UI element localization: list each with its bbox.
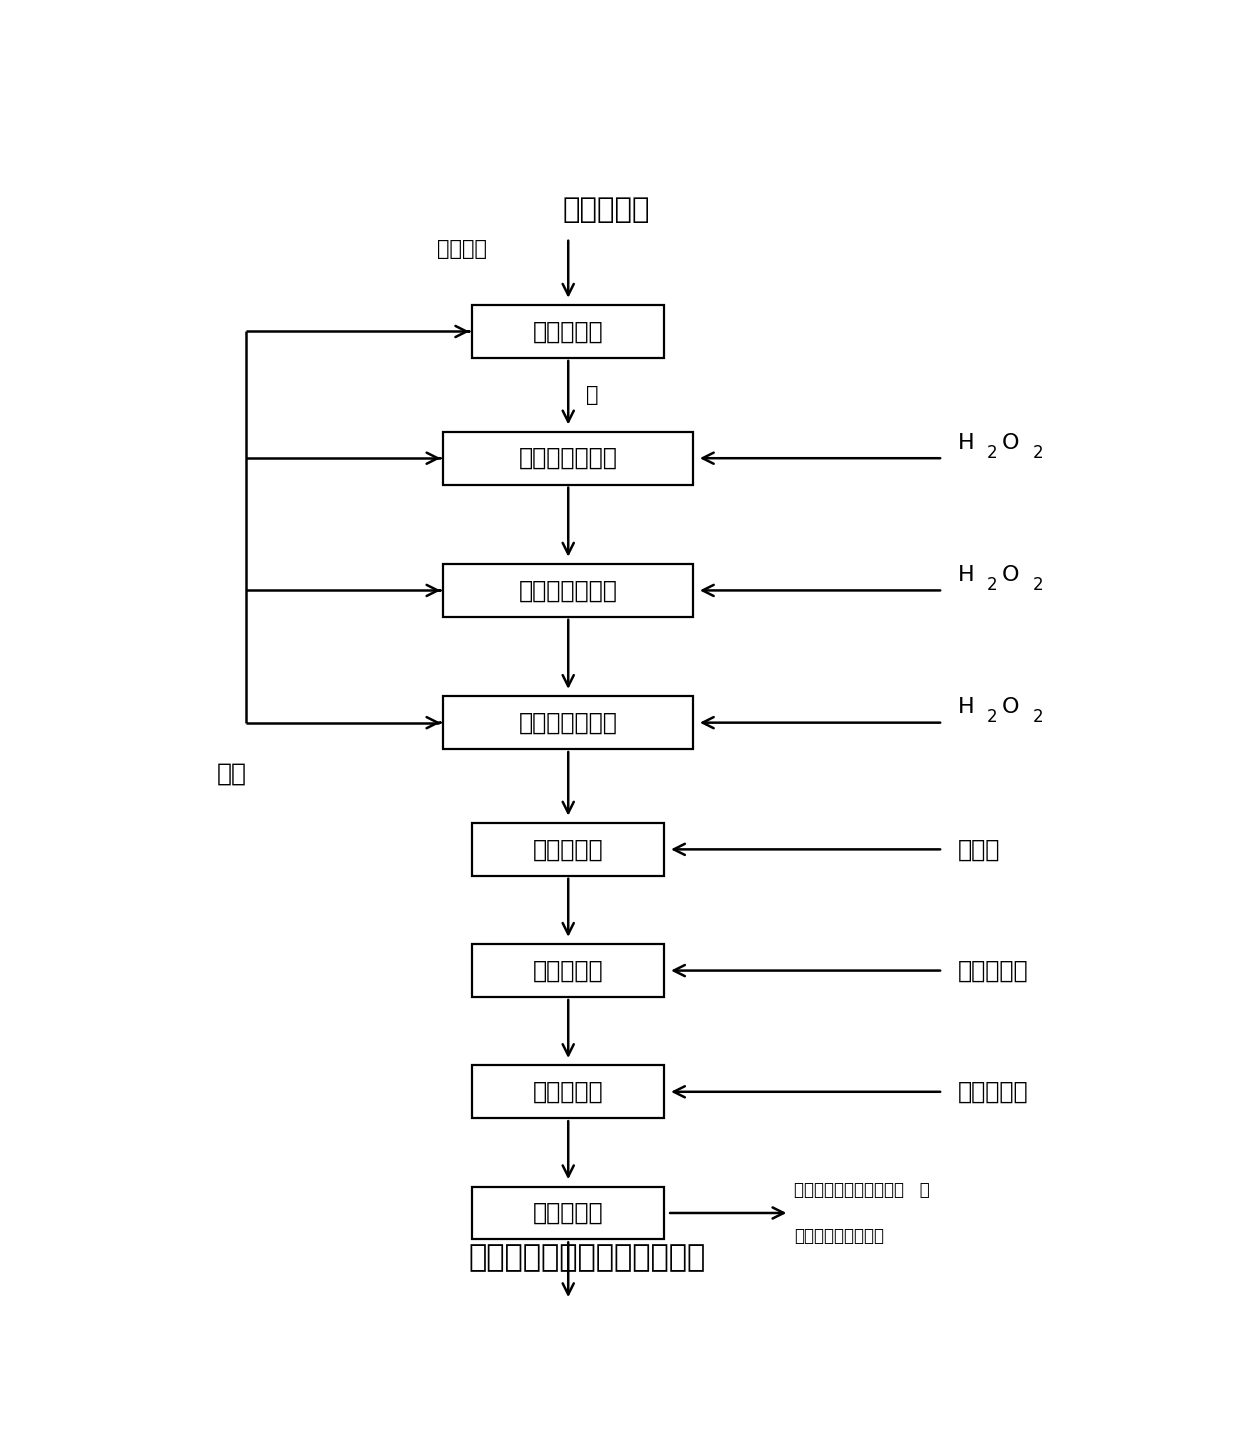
Text: H: H: [957, 565, 975, 585]
Bar: [472, 305, 665, 358]
Text: 2: 2: [986, 575, 997, 594]
Text: H: H: [957, 432, 975, 452]
Text: 三级催化氧化塔: 三级催化氧化塔: [518, 711, 618, 734]
Text: 石灰乳: 石灰乳: [957, 837, 999, 861]
Text: 聚合氯化铝: 聚合氯化铝: [957, 959, 1028, 983]
Bar: [444, 564, 693, 617]
Text: 二级反应池: 二级反应池: [533, 959, 604, 983]
Text: 二级催化氧化塔: 二级催化氧化塔: [518, 578, 618, 602]
Text: 2: 2: [986, 708, 997, 726]
Text: 聚丙烯酰胺: 聚丙烯酰胺: [957, 1080, 1028, 1103]
Text: 调节收集池: 调节收集池: [533, 319, 604, 343]
Bar: [444, 697, 693, 748]
Text: 泵抽出进入干化系统: 泵抽出进入干化系统: [794, 1228, 884, 1245]
Text: 自流进入: 自流进入: [436, 239, 486, 259]
Text: O: O: [1002, 565, 1019, 585]
Text: 污泥由浓密机刮入池斗，   由: 污泥由浓密机刮入池斗， 由: [794, 1181, 930, 1199]
Bar: [472, 944, 665, 997]
Text: O: O: [1002, 697, 1019, 717]
Text: 2: 2: [1033, 575, 1043, 594]
Text: O: O: [1002, 432, 1019, 452]
Text: 风机: 风机: [217, 761, 247, 786]
Text: H: H: [957, 697, 975, 717]
Bar: [472, 1065, 665, 1118]
Text: 进入现有污水处理站的调节池: 进入现有污水处理站的调节池: [469, 1242, 706, 1272]
Text: 浓密沉淀池: 浓密沉淀池: [533, 1201, 604, 1225]
Text: 泵: 泵: [585, 385, 598, 405]
Text: 一级催化氧化塔: 一级催化氧化塔: [518, 446, 618, 471]
Bar: [472, 1186, 665, 1239]
Text: 一级反应池: 一级反应池: [533, 837, 604, 861]
Text: 2: 2: [1033, 708, 1043, 726]
Bar: [472, 823, 665, 876]
Bar: [444, 432, 693, 485]
Text: 喷淋循环液: 喷淋循环液: [563, 196, 651, 225]
Text: 2: 2: [986, 444, 997, 462]
Text: 三级反应池: 三级反应池: [533, 1080, 604, 1103]
Text: 2: 2: [1033, 444, 1043, 462]
